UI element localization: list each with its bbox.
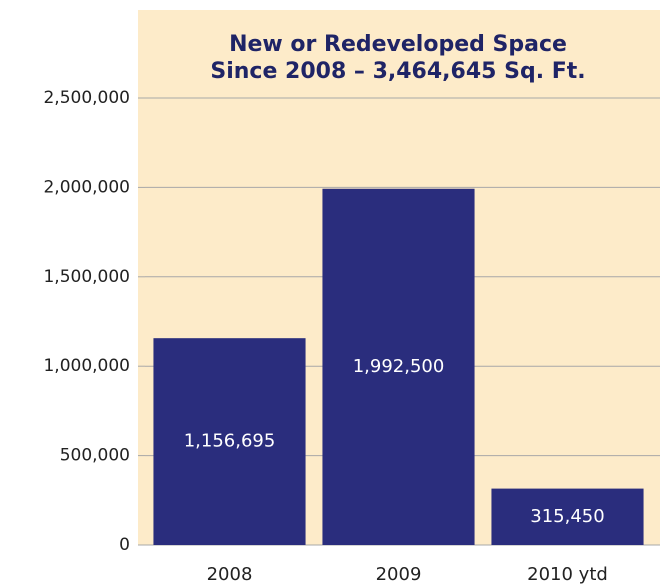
y-tick-label: 2,000,000	[43, 177, 130, 197]
bar	[322, 188, 475, 545]
x-tick-label: 2010 ytd	[527, 564, 608, 585]
y-tick-label: 1,000,000	[43, 356, 130, 376]
chart-title: New or Redeveloped Space	[229, 32, 567, 57]
y-tick-label: 0	[119, 535, 130, 555]
chart-title: Since 2008 – 3,464,645 Sq. Ft.	[210, 59, 585, 84]
data-label: 315,450	[530, 506, 604, 527]
data-label: 1,992,500	[353, 356, 445, 377]
x-tick-label: 2009	[376, 564, 422, 585]
bar	[153, 338, 306, 545]
y-tick-label: 1,500,000	[43, 267, 130, 287]
y-tick-label: 500,000	[60, 446, 130, 466]
y-tick-label: 2,500,000	[43, 88, 130, 108]
bar	[491, 488, 644, 545]
data-label: 1,156,695	[184, 431, 276, 452]
x-tick-label: 2008	[207, 564, 253, 585]
